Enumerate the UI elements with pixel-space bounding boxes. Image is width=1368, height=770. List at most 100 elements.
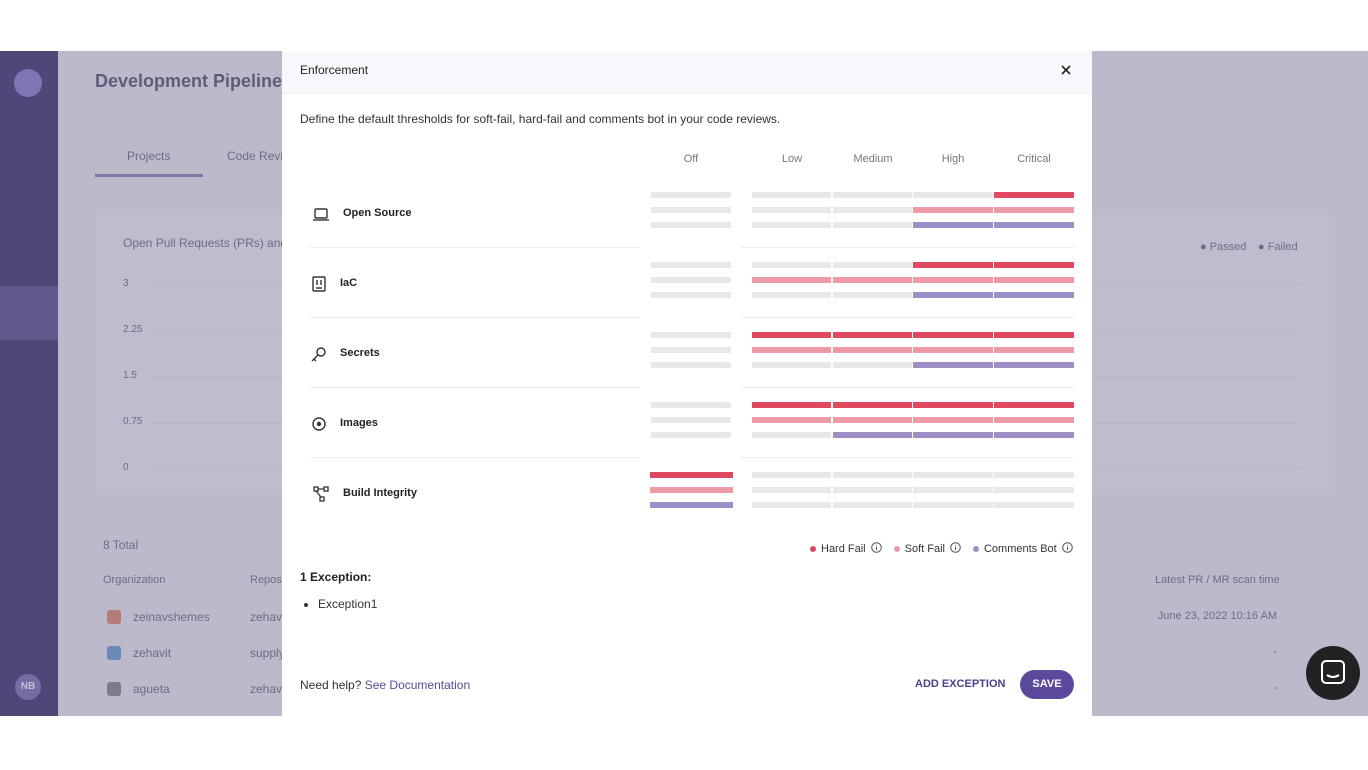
info-icon[interactable] [950,542,961,556]
threshold-bar[interactable] [833,207,912,213]
threshold-bar[interactable] [752,417,831,423]
threshold-bar[interactable] [913,502,993,508]
row-label: Open Source [343,207,412,219]
threshold-bar[interactable] [994,432,1074,438]
threshold-bar[interactable] [994,402,1074,408]
threshold-bar[interactable] [651,262,731,268]
threshold-bar[interactable] [752,432,831,438]
threshold-bar[interactable] [833,487,912,493]
threshold-bar[interactable] [994,347,1074,353]
threshold-bar[interactable] [994,207,1074,213]
threshold-bar[interactable] [752,347,831,353]
threshold-bar[interactable] [752,292,831,298]
threshold-bar[interactable] [833,277,912,283]
avatar[interactable]: NB [15,674,41,700]
row-icon [107,646,121,660]
close-button[interactable] [1060,64,1072,76]
threshold-bar[interactable] [651,362,731,368]
info [950,542,961,553]
threshold-bar[interactable] [994,222,1074,228]
threshold-bar[interactable] [651,432,731,438]
row-separator [741,247,1074,248]
threshold-bar[interactable] [913,207,993,213]
threshold-bar[interactable] [833,347,912,353]
threshold-bar[interactable] [994,487,1074,493]
threshold-bar[interactable] [833,432,912,438]
threshold-bar[interactable] [913,347,993,353]
help-link[interactable]: See Documentation [364,678,471,692]
threshold-bar[interactable] [651,277,731,283]
threshold-bar[interactable] [833,192,912,198]
threshold-bar[interactable] [994,292,1074,298]
threshold-bar[interactable] [833,262,912,268]
threshold-bar[interactable] [752,332,831,338]
row-separator [310,387,640,388]
threshold-bar[interactable] [752,207,831,213]
threshold-bar[interactable] [833,417,912,423]
cell: zehavit [133,646,172,660]
threshold-bar[interactable] [913,277,993,283]
threshold-bar[interactable] [752,277,831,283]
threshold-bar[interactable] [994,502,1074,508]
chat-icon [1321,660,1345,684]
threshold-bar[interactable] [994,277,1074,283]
cell: zehavi [250,610,285,624]
threshold-bar[interactable] [913,222,993,228]
threshold-bar[interactable] [752,487,831,493]
threshold-bar[interactable] [833,222,912,228]
threshold-bar[interactable] [833,332,912,338]
threshold-bar[interactable] [752,222,831,228]
info-icon[interactable] [1061,542,1073,556]
threshold-bar[interactable] [913,417,993,423]
threshold-bar[interactable] [752,262,831,268]
threshold-bar[interactable] [913,472,993,478]
level-header: Off [683,153,699,165]
add-exception-button[interactable]: ADD EXCEPTION [915,678,1006,690]
threshold-bar[interactable] [752,472,831,478]
threshold-bar[interactable] [651,332,731,338]
y-tick-label: 2.25 [123,324,143,335]
threshold-bar[interactable] [651,222,731,228]
icon [311,347,326,362]
threshold-bar[interactable] [833,472,912,478]
threshold-bar[interactable] [913,192,993,198]
modal-title: Enforcement [300,63,369,77]
threshold-bar[interactable] [752,362,831,368]
threshold-bar[interactable] [994,192,1074,198]
threshold-bar[interactable] [994,472,1074,478]
chat-button[interactable] [1306,646,1360,700]
threshold-bar[interactable] [833,502,912,508]
threshold-bar[interactable] [650,472,733,478]
threshold-bar[interactable] [650,502,733,508]
threshold-bar[interactable] [833,292,912,298]
threshold-bar[interactable] [650,487,733,493]
threshold-bar[interactable] [651,402,731,408]
threshold-bar[interactable] [913,292,993,298]
threshold-bar[interactable] [913,362,993,368]
threshold-bar[interactable] [913,262,993,268]
threshold-bar[interactable] [651,192,731,198]
save-button[interactable]: SAVE [1020,670,1074,699]
threshold-bar[interactable] [994,417,1074,423]
threshold-bar[interactable] [994,362,1074,368]
tab-indicator [95,174,203,177]
threshold-bar[interactable] [752,402,831,408]
threshold-bar[interactable] [651,347,731,353]
threshold-bar[interactable] [833,362,912,368]
threshold-bar[interactable] [833,402,912,408]
threshold-bar[interactable] [994,332,1074,338]
threshold-bar[interactable] [913,432,993,438]
threshold-bar[interactable] [913,402,993,408]
total: 8 Total [103,538,139,552]
threshold-bar[interactable] [651,417,731,423]
threshold-bar[interactable] [752,192,831,198]
threshold-bar[interactable] [752,502,831,508]
info-icon[interactable] [870,542,882,556]
icon [313,208,329,221]
threshold-bar[interactable] [994,262,1074,268]
threshold-bar[interactable] [913,487,993,493]
threshold-bar[interactable] [651,292,731,298]
threshold-bar[interactable] [913,332,993,338]
threshold-bar[interactable] [651,207,731,213]
